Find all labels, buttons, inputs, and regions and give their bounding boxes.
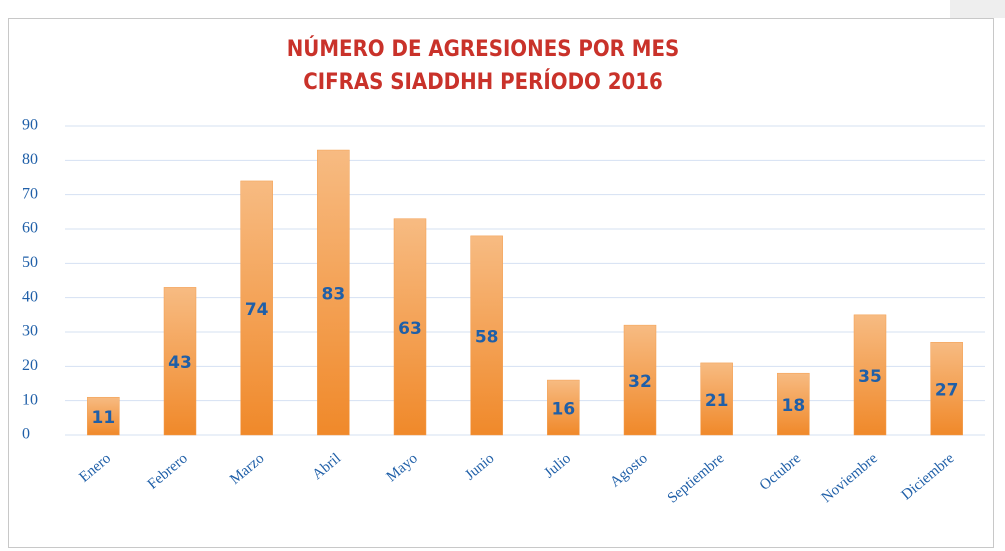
bar xyxy=(240,180,273,436)
y-tick-label: 50 xyxy=(22,254,38,271)
data-label: 58 xyxy=(475,327,499,347)
bar xyxy=(393,218,427,436)
data-label: 21 xyxy=(705,391,729,411)
data-label: 18 xyxy=(781,396,805,416)
y-tick-label: 90 xyxy=(22,117,38,134)
bar xyxy=(163,287,197,436)
y-tick-label: 10 xyxy=(22,391,38,408)
bar xyxy=(700,362,733,436)
bar xyxy=(87,396,120,436)
data-label: 63 xyxy=(398,319,422,339)
corner-tab xyxy=(950,0,1005,18)
data-label: 11 xyxy=(91,408,115,428)
data-label: 16 xyxy=(551,400,575,420)
data-label: 32 xyxy=(628,372,652,392)
y-tick-label: 60 xyxy=(22,220,38,237)
y-tick-label: 20 xyxy=(22,357,38,374)
bar xyxy=(853,314,887,436)
y-tick-label: 80 xyxy=(22,151,38,168)
bar xyxy=(317,149,350,436)
data-label: 43 xyxy=(168,353,192,373)
data-label: 27 xyxy=(935,381,959,401)
y-tick-label: 70 xyxy=(22,185,38,202)
bar xyxy=(470,235,503,436)
chart-subtitle: CIFRAS SIADDHH PERÍODO 2016 xyxy=(303,69,663,95)
bar xyxy=(777,372,810,436)
y-tick-label: 40 xyxy=(22,288,38,305)
chart-title: NÚMERO DE AGRESIONES POR MES xyxy=(287,36,680,62)
y-tick-label: 30 xyxy=(22,323,38,340)
data-label: 83 xyxy=(321,285,345,305)
data-label: 74 xyxy=(245,300,269,320)
bar xyxy=(930,342,963,436)
bar xyxy=(547,379,580,436)
bar xyxy=(623,324,657,436)
y-tick-label: 0 xyxy=(22,426,30,443)
data-label: 35 xyxy=(858,367,882,387)
